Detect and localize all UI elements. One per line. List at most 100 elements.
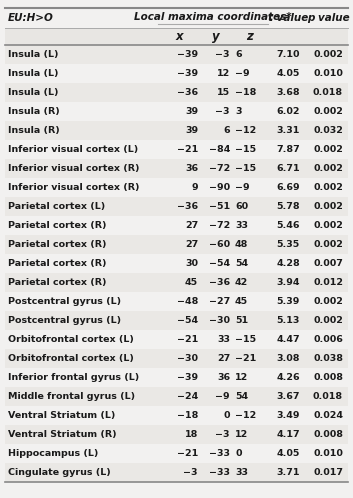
Bar [5, 349, 348, 368]
Text: −36: −36 [177, 88, 198, 97]
Text: 5.78: 5.78 [276, 202, 300, 211]
Text: 0.008: 0.008 [313, 430, 343, 439]
Text: 0.002: 0.002 [313, 183, 343, 192]
Bar [5, 425, 348, 444]
Text: 60: 60 [235, 202, 248, 211]
Text: 12: 12 [235, 430, 248, 439]
Text: 33: 33 [235, 468, 248, 477]
Bar [5, 140, 348, 159]
Text: −36: −36 [209, 278, 230, 287]
Text: 0.002: 0.002 [313, 316, 343, 325]
Text: −3: −3 [215, 430, 230, 439]
Text: 5.46: 5.46 [276, 221, 300, 230]
Text: −60: −60 [209, 240, 230, 249]
Text: 3.71: 3.71 [276, 468, 300, 477]
Bar [5, 387, 348, 406]
Text: EU:H>O: EU:H>O [8, 13, 54, 23]
Text: 27: 27 [217, 354, 230, 363]
Bar [5, 197, 348, 216]
Text: 12: 12 [217, 69, 230, 78]
Text: Inferior visual cortex (L): Inferior visual cortex (L) [8, 145, 138, 154]
Text: t value: t value [268, 13, 308, 23]
Text: 0: 0 [223, 411, 230, 420]
Text: −15: −15 [235, 335, 256, 344]
Text: −12: −12 [235, 411, 256, 420]
Text: Insula (R): Insula (R) [8, 126, 60, 135]
Bar [5, 45, 348, 64]
Text: −21: −21 [177, 449, 198, 458]
Text: −18: −18 [235, 88, 256, 97]
Text: −21: −21 [177, 145, 198, 154]
Text: 6: 6 [235, 50, 241, 59]
Text: 45: 45 [185, 278, 198, 287]
Text: 5.13: 5.13 [276, 316, 300, 325]
Text: −51: −51 [209, 202, 230, 211]
Text: Ventral Striatum (L): Ventral Striatum (L) [8, 411, 115, 420]
Text: 15: 15 [217, 88, 230, 97]
Text: −15: −15 [235, 145, 256, 154]
Text: −3: −3 [184, 468, 198, 477]
Text: 0.032: 0.032 [313, 126, 343, 135]
Text: −48: −48 [176, 297, 198, 306]
Text: −24: −24 [177, 392, 198, 401]
Text: 3: 3 [235, 107, 241, 116]
Text: 4.26: 4.26 [276, 373, 300, 382]
Text: Middle frontal gyrus (L): Middle frontal gyrus (L) [8, 392, 135, 401]
Text: Parietal cortex (R): Parietal cortex (R) [8, 240, 107, 249]
Text: 3.31: 3.31 [276, 126, 300, 135]
Text: Insula (L): Insula (L) [8, 69, 59, 78]
Bar [5, 102, 348, 121]
Text: −39: −39 [177, 373, 198, 382]
Text: 0.024: 0.024 [313, 411, 343, 420]
Text: 30: 30 [185, 259, 198, 268]
Text: x: x [175, 30, 183, 43]
Text: 0.002: 0.002 [313, 297, 343, 306]
Text: −3: −3 [215, 50, 230, 59]
Text: 5.39: 5.39 [276, 297, 300, 306]
Text: 4.05: 4.05 [276, 449, 300, 458]
Text: 4.28: 4.28 [276, 259, 300, 268]
Text: −39: −39 [177, 69, 198, 78]
Text: 4.05: 4.05 [276, 69, 300, 78]
Text: Orbitofrontal cortex (L): Orbitofrontal cortex (L) [8, 335, 134, 344]
Text: Insula (L): Insula (L) [8, 50, 59, 59]
Text: Insula (L): Insula (L) [8, 88, 59, 97]
Text: 0.010: 0.010 [313, 449, 343, 458]
Text: −54: −54 [209, 259, 230, 268]
Text: 0.002: 0.002 [313, 164, 343, 173]
Text: Inferior visual cortex (R): Inferior visual cortex (R) [8, 183, 139, 192]
Text: 33: 33 [217, 335, 230, 344]
Text: 42: 42 [235, 278, 248, 287]
Text: 0: 0 [235, 449, 241, 458]
Bar [5, 216, 348, 235]
Bar [5, 273, 348, 292]
Text: z: z [246, 30, 253, 43]
Text: 0.002: 0.002 [313, 145, 343, 154]
Text: 0.002: 0.002 [313, 202, 343, 211]
Text: 0.002: 0.002 [313, 240, 343, 249]
Text: −21: −21 [235, 354, 256, 363]
Text: Postcentral gyrus (L): Postcentral gyrus (L) [8, 297, 121, 306]
Text: 54: 54 [235, 259, 248, 268]
Text: 39: 39 [185, 126, 198, 135]
Text: 4.17: 4.17 [276, 430, 300, 439]
Text: 7.10: 7.10 [276, 50, 300, 59]
Text: −33: −33 [209, 449, 230, 458]
Text: 48: 48 [235, 240, 249, 249]
Text: −27: −27 [209, 297, 230, 306]
Text: 6: 6 [223, 126, 230, 135]
Text: Cingulate gyrus (L): Cingulate gyrus (L) [8, 468, 111, 477]
Text: −33: −33 [209, 468, 230, 477]
Text: 3.94: 3.94 [276, 278, 300, 287]
Text: 0.038: 0.038 [313, 354, 343, 363]
Text: 0.012: 0.012 [313, 278, 343, 287]
Text: −15: −15 [235, 164, 256, 173]
Text: Hippocampus (L): Hippocampus (L) [8, 449, 98, 458]
Text: y: y [212, 30, 220, 43]
Text: 6.02: 6.02 [276, 107, 300, 116]
Text: 36: 36 [185, 164, 198, 173]
Text: −30: −30 [209, 316, 230, 325]
Text: −9: −9 [215, 392, 230, 401]
Text: 3.67: 3.67 [276, 392, 300, 401]
Text: 36: 36 [217, 373, 230, 382]
